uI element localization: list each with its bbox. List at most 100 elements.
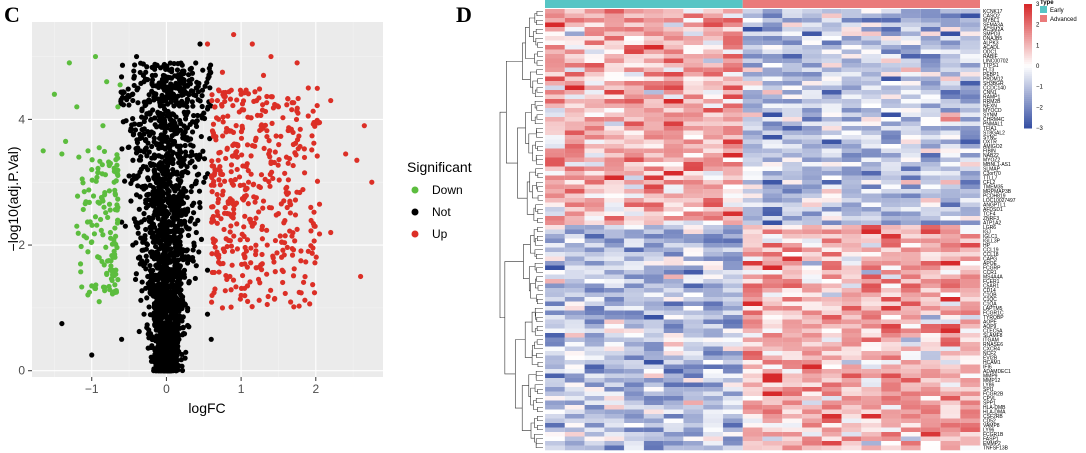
- heatmap-cell: [940, 162, 961, 167]
- heatmap-cell: [802, 315, 823, 320]
- heatmap-cell: [920, 337, 941, 343]
- point-up: [289, 233, 295, 239]
- point-down: [107, 229, 114, 236]
- point-up: [244, 237, 251, 243]
- heatmap-cell: [920, 18, 941, 23]
- heatmap-cell: [624, 103, 645, 109]
- heatmap-cell: [861, 45, 882, 50]
- heatmap-cell: [643, 49, 664, 55]
- heatmap-cell: [604, 256, 625, 262]
- type-annotation-bar: [545, 0, 980, 8]
- heatmap-cell: [545, 45, 566, 50]
- heatmap-cell: [683, 171, 704, 176]
- point-not: [138, 297, 144, 303]
- heatmap-cell: [841, 193, 862, 199]
- point-up: [231, 31, 237, 38]
- dendrogram-branch: [536, 19, 543, 26]
- point-down: [59, 151, 65, 157]
- point-not: [171, 337, 177, 344]
- heatmap-cell: [663, 36, 684, 41]
- heatmap-cell: [762, 144, 783, 149]
- heatmap-cell: [742, 382, 763, 388]
- heatmap-cell: [604, 117, 625, 122]
- heatmap-cell: [762, 103, 783, 109]
- heatmap-cell: [564, 180, 585, 185]
- point-not: [165, 335, 171, 341]
- heatmap-cell: [802, 103, 823, 109]
- heatmap-cell: [802, 67, 823, 73]
- heatmap-cell: [920, 301, 941, 307]
- heatmap-cell: [584, 139, 605, 145]
- heatmap-cell: [624, 216, 645, 221]
- heatmap-cell: [564, 189, 585, 194]
- point-not: [182, 129, 188, 135]
- heatmap-cell: [861, 387, 882, 392]
- point-not: [160, 330, 166, 336]
- heatmap-cell: [624, 211, 645, 217]
- heatmap-cell: [604, 171, 625, 176]
- heatmap-cell: [960, 292, 981, 298]
- heatmap-cell: [802, 373, 823, 379]
- point-not: [166, 292, 172, 299]
- heatmap-cell: [960, 121, 981, 127]
- point-not: [193, 263, 199, 269]
- dendrogram-branch: [536, 127, 543, 134]
- point-up: [305, 248, 311, 254]
- heatmap-cell: [841, 207, 862, 212]
- heatmap-cell: [861, 49, 882, 55]
- heatmap-cell: [802, 130, 823, 136]
- heatmap-cell: [663, 144, 684, 149]
- heatmap-cell: [802, 400, 823, 406]
- heatmap-cell: [683, 9, 704, 14]
- heatmap-cell: [722, 189, 744, 194]
- point-down: [89, 177, 95, 183]
- heatmap-cell: [564, 315, 585, 320]
- heatmap-cell: [663, 148, 684, 154]
- point-not: [138, 135, 145, 141]
- heatmap-cell: [900, 144, 921, 149]
- heatmap-cell: [683, 373, 704, 379]
- heatmap-cell: [782, 292, 803, 298]
- heatmap-cell: [604, 216, 625, 221]
- point-up: [281, 198, 287, 204]
- heatmap-cell: [604, 108, 625, 113]
- heatmap-cell: [742, 63, 763, 68]
- heatmap-cell: [584, 67, 605, 73]
- heatmap-cell: [762, 162, 783, 167]
- heatmap-cell: [881, 130, 902, 136]
- point-up: [307, 301, 313, 307]
- heatmap-cell: [683, 387, 704, 392]
- heatmap-cell: [683, 18, 704, 23]
- dendrogram-branch: [529, 17, 535, 37]
- heatmap-cell: [940, 373, 961, 379]
- heatmap-cell: [762, 405, 783, 410]
- point-not: [162, 364, 168, 370]
- point-up: [312, 260, 318, 266]
- heatmap-cell: [900, 18, 921, 23]
- heatmap-cell: [722, 324, 744, 329]
- heatmap-cell: [940, 157, 961, 163]
- heatmap-cell: [782, 130, 803, 136]
- point-up: [266, 138, 272, 144]
- heatmap-cell: [564, 243, 585, 248]
- heatmap-cell: [782, 234, 803, 239]
- point-up: [245, 168, 251, 174]
- heatmap-cell: [960, 396, 981, 401]
- heatmap-cell: [683, 324, 704, 329]
- point-not: [179, 367, 186, 374]
- legend-title: Significant: [407, 159, 472, 175]
- heatmap-cell: [722, 58, 744, 64]
- dendrogram-branch: [537, 226, 543, 233]
- point-down: [99, 171, 105, 177]
- heatmap-cell: [960, 54, 981, 59]
- point-not: [161, 87, 168, 93]
- heatmap-cell: [900, 243, 921, 248]
- heatmap-cell: [564, 256, 585, 262]
- heatmap-cell: [762, 387, 783, 392]
- point-not: [148, 129, 155, 135]
- heatmap-cell: [841, 45, 862, 50]
- heatmap-cell: [940, 13, 961, 19]
- point-down: [96, 299, 102, 305]
- point-down: [84, 219, 91, 225]
- heatmap-cell: [821, 351, 842, 356]
